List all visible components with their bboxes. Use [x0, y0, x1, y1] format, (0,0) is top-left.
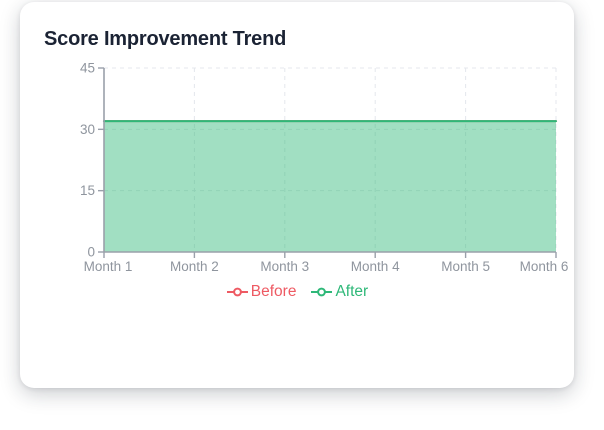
- chart-legend: Before After: [20, 283, 574, 301]
- x-axis-tick-label: Month 5: [441, 259, 490, 274]
- score-trend-card: Score Improvement Trend 0 15 30 45 Month 1 Mo…: [20, 2, 574, 388]
- y-axis-tick-label: 0: [87, 245, 95, 260]
- y-axis-tick-label: 45: [80, 61, 95, 76]
- chart-title: Score Improvement Trend: [44, 28, 287, 50]
- trend-chart: 0 15 30 45 Month 1 Month 2 Month 3 Month 4 Month…: [80, 61, 569, 275]
- legend-item-before[interactable]: Before: [226, 283, 297, 301]
- x-axis-tick-label: Month 2: [170, 259, 219, 274]
- legend-label-before: Before: [250, 283, 297, 300]
- x-axis-tick-label: Month 1: [84, 259, 133, 274]
- x-axis-tick-label: Month 6: [520, 259, 569, 274]
- after-line-marker-icon: [311, 287, 333, 297]
- y-axis-tick-label: 30: [80, 122, 95, 137]
- after-area: [104, 121, 556, 253]
- before-line-marker-icon: [226, 287, 248, 297]
- x-axis-tick-label: Month 3: [260, 259, 309, 274]
- legend-item-after[interactable]: After: [310, 283, 368, 301]
- x-axis-tick-label: Month 4: [351, 259, 400, 274]
- y-axis-tick-label: 15: [80, 183, 95, 198]
- legend-label-after: After: [335, 283, 369, 300]
